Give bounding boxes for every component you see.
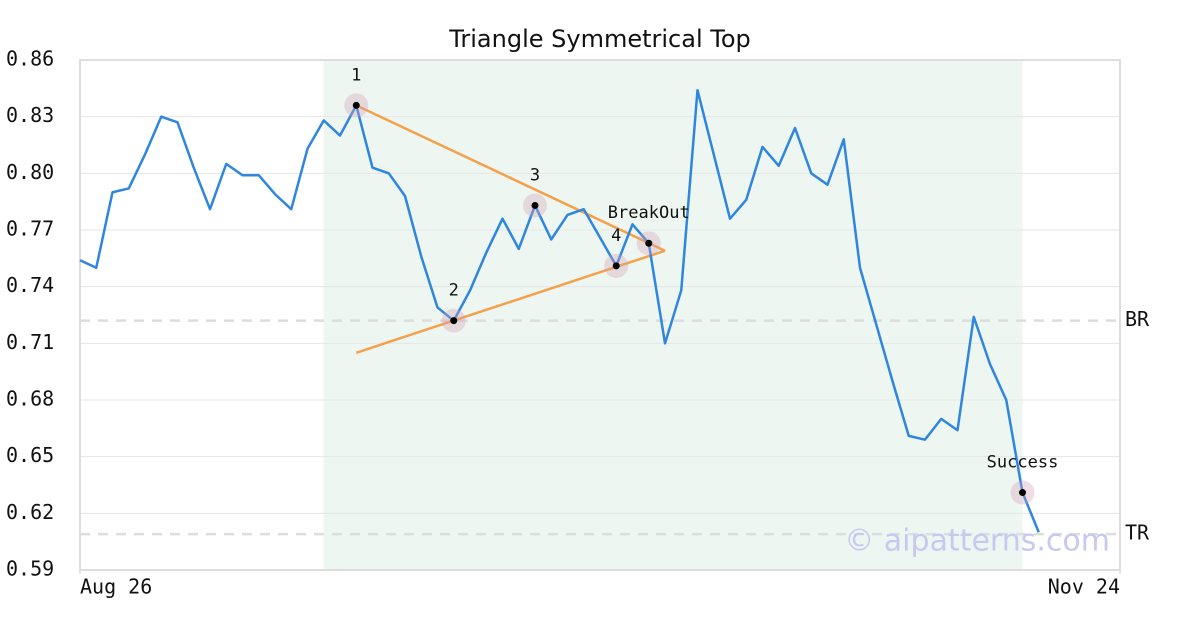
y-tick-label: 0.68: [6, 387, 54, 411]
point-label: 1: [351, 65, 361, 85]
price-line: [79, 88, 1040, 533]
point-label: Success: [987, 453, 1059, 473]
point-label: 4: [611, 226, 621, 246]
point-dot: [531, 201, 539, 209]
point-dot: [612, 262, 620, 270]
point-dot: [645, 239, 653, 247]
y-tick-label: 0.83: [6, 103, 54, 127]
x-tick-label: Nov 24: [1048, 575, 1120, 599]
reference-label: BR: [1125, 307, 1150, 331]
x-tick-label: Aug 26: [80, 575, 152, 599]
y-tick-label: 0.62: [6, 500, 54, 524]
y-tick-label: 0.77: [6, 217, 54, 241]
point-dot: [450, 317, 458, 325]
y-tick-label: 0.59: [6, 557, 54, 581]
point-dot: [1019, 489, 1026, 497]
point-label: 3: [530, 165, 540, 185]
reference-label: TR: [1125, 521, 1150, 545]
chart-title: Triangle Symmetrical Top: [448, 25, 751, 53]
plot-frame: [79, 59, 1121, 571]
trend-line: [355, 104, 666, 252]
y-tick-label: 0.86: [6, 47, 54, 71]
point-dot: [352, 101, 360, 109]
y-tick-label: 0.71: [6, 330, 54, 354]
y-tick-label: 0.74: [6, 273, 54, 297]
y-tick-label: 0.80: [6, 160, 54, 184]
y-tick-label: 0.65: [6, 443, 54, 467]
point-label: BreakOut: [608, 203, 690, 223]
watermark: © aipatterns.com: [844, 524, 1110, 559]
point-label: 2: [449, 281, 459, 301]
